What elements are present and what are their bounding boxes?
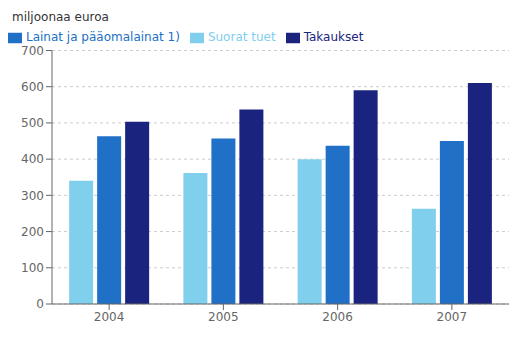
html-text:Takaukset: Takaukset: [303, 30, 364, 44]
html-text:Suorat tuet: Suorat tuet: [207, 30, 276, 44]
svg-text:600: 600: [21, 80, 44, 94]
svg-text:0: 0: [36, 297, 44, 311]
svg-text:500: 500: [21, 116, 44, 130]
svg-text:100: 100: [21, 261, 44, 275]
html-text:Lainat ja pääomalainat 1): Lainat ja pääomalainat 1): [26, 30, 180, 44]
svg-text:2007: 2007: [437, 310, 468, 324]
svg-text:200: 200: [21, 225, 44, 239]
svg-text:2004: 2004: [94, 310, 125, 324]
html-text:miljoonaa euroa: miljoonaa euroa: [12, 10, 109, 24]
svg-text:400: 400: [21, 152, 44, 166]
svg-text:2005: 2005: [208, 310, 239, 324]
svg-text:300: 300: [21, 189, 44, 203]
svg-text:700: 700: [21, 44, 44, 58]
svg-text:2006: 2006: [322, 310, 353, 324]
